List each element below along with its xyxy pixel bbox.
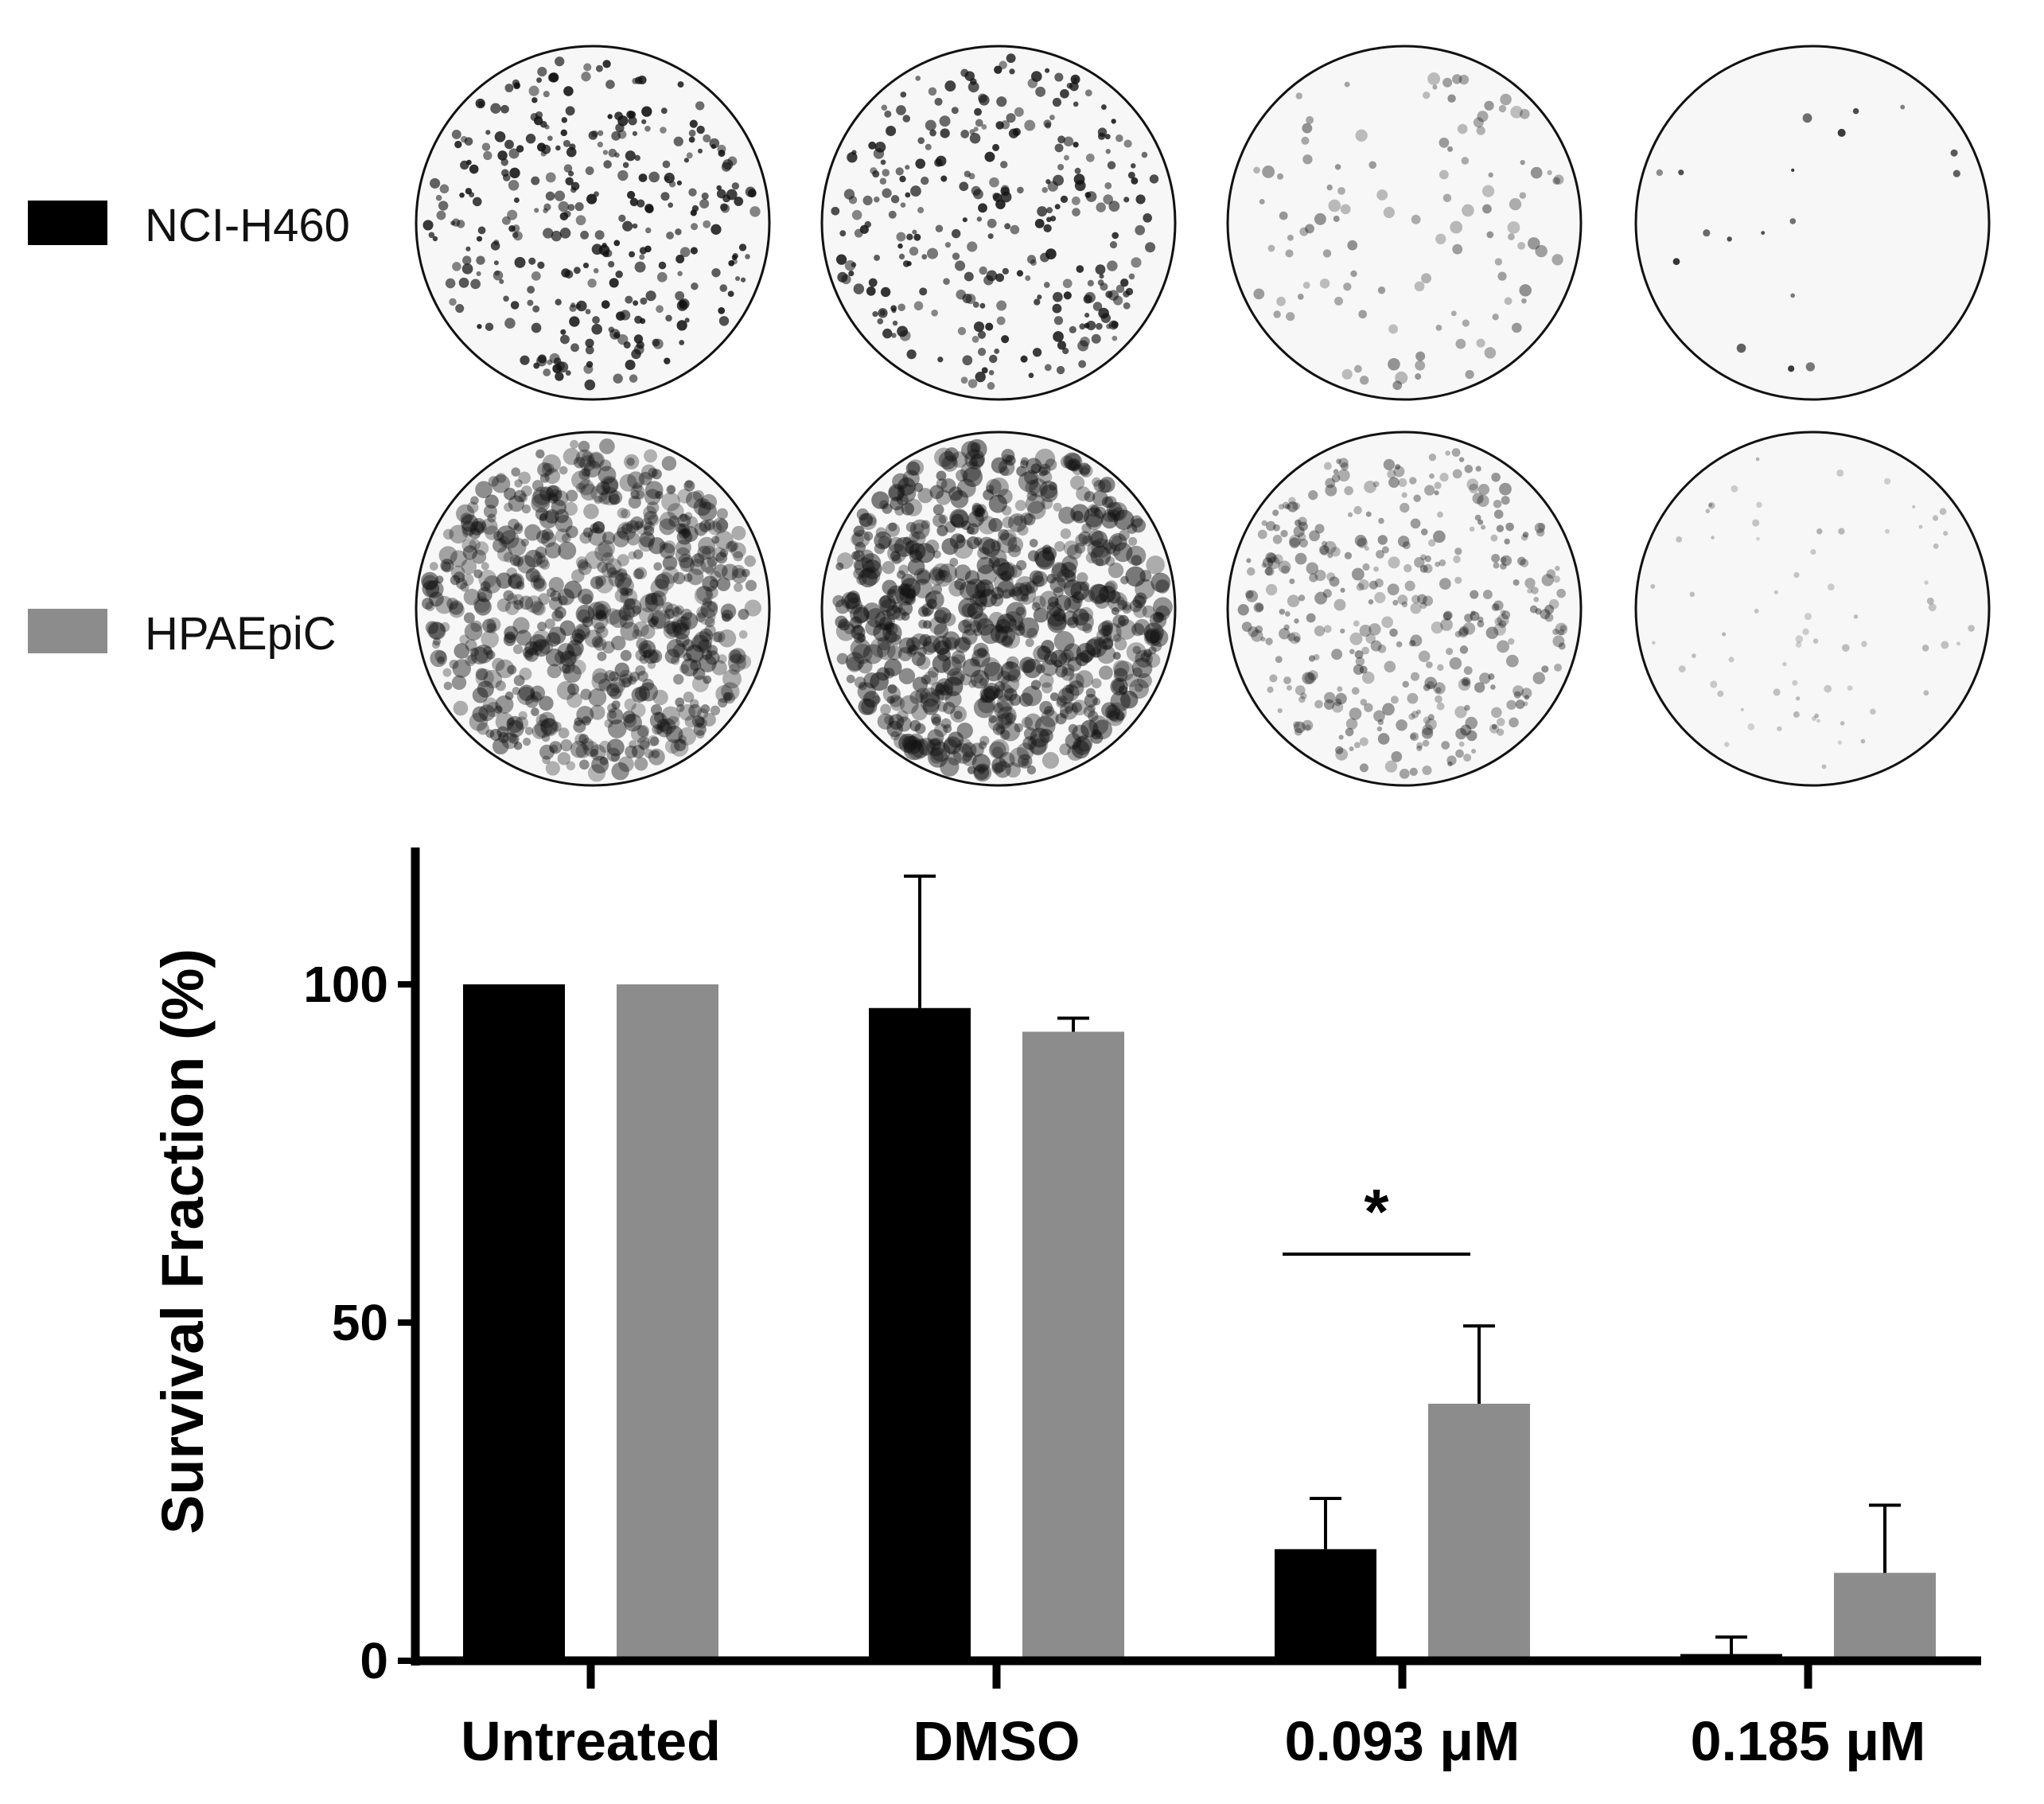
significance-markers: *	[1283, 1176, 1470, 1256]
plate-nci-h460-dmso	[820, 45, 1177, 401]
x-tick-label-0-185-m: 0.185 μM	[1691, 1710, 1926, 1772]
bar-nci-h460-0-093-m	[1275, 1549, 1376, 1661]
x-tick-label-untreated: Untreated	[461, 1710, 721, 1772]
plate-hpaepic-0-093-m	[1226, 431, 1583, 787]
y-tick-label: 100	[303, 956, 388, 1013]
y-axis-ticks: 0 50 100	[303, 956, 415, 1689]
legend: NCI-H460 HPAEpiC	[28, 200, 350, 660]
colony-plates	[415, 45, 1991, 787]
plate-hpaepic-dmso	[820, 431, 1177, 787]
plate-nci-h460-0-093-m	[1226, 45, 1583, 401]
bar-hpaepic-untreated	[617, 984, 718, 1661]
legend-swatch-nci-h460	[28, 201, 107, 245]
bar-nci-h460-untreated	[463, 984, 565, 1661]
plate-nci-h460-untreated	[415, 45, 771, 401]
plate-nci-h460-0-185-m	[1634, 45, 1991, 401]
y-tick-label: 0	[360, 1632, 388, 1689]
bar-nci-h460-dmso	[869, 1007, 971, 1661]
bars	[463, 984, 1936, 1661]
plate-hpaepic-0-185-m	[1634, 431, 1991, 787]
bar-hpaepic-0-185-m	[1834, 1572, 1936, 1661]
y-tick-label: 50	[332, 1294, 388, 1351]
x-axis-ticks: Untreated DMSO 0.093 μM 0.185 μM	[461, 1661, 1925, 1772]
legend-swatch-hpaepic	[28, 609, 107, 653]
significance-label: *	[1364, 1176, 1389, 1247]
bar-hpaepic-0-093-m	[1428, 1404, 1530, 1661]
x-tick-label-0-093-m: 0.093 μM	[1285, 1710, 1520, 1772]
plate-hpaepic-untreated	[415, 431, 771, 787]
y-axis-label: Survival Fraction (%)	[150, 949, 216, 1534]
legend-label-nci-h460: NCI-H460	[145, 200, 350, 251]
error-bars	[904, 875, 1901, 1654]
bar-hpaepic-dmso	[1022, 1031, 1124, 1661]
legend-label-hpaepic: HPAEpiC	[145, 608, 337, 660]
survival-bar-chart: Survival Fraction (%) 0 50 100 * Untreated…	[150, 847, 1981, 1772]
x-tick-label-dmso: DMSO	[913, 1710, 1080, 1772]
